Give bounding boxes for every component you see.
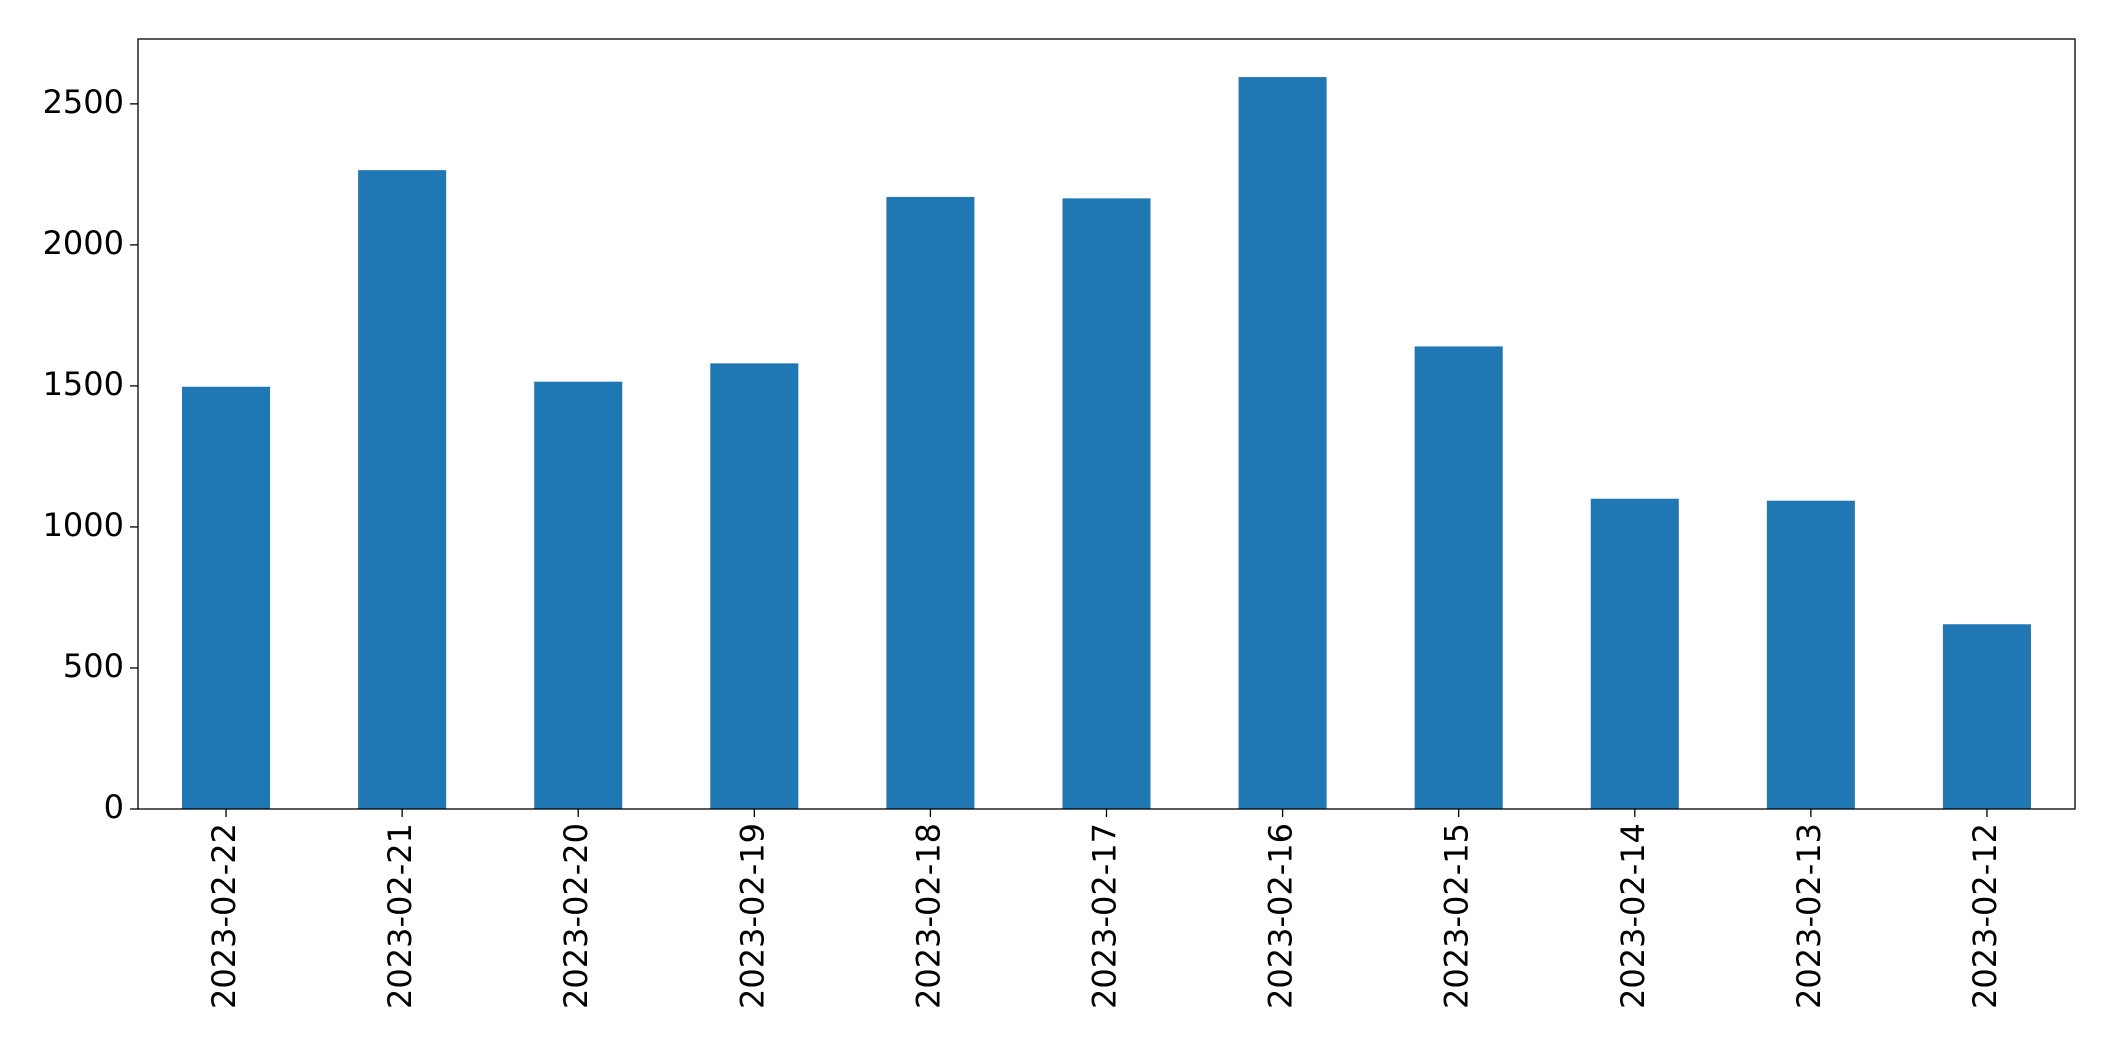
x-tick-label: 2023-02-21 [381, 823, 419, 1009]
bar [534, 381, 623, 809]
bar [1590, 498, 1679, 809]
x-tick-label: 2023-02-12 [1966, 823, 2004, 1009]
x-tick-label: 2023-02-20 [557, 823, 595, 1009]
bar [1414, 346, 1503, 809]
bar [358, 170, 447, 810]
bar [710, 363, 799, 809]
x-tick-label: 2023-02-16 [1262, 823, 1300, 1009]
y-tick-label: 1500 [43, 365, 124, 403]
bar [1766, 500, 1855, 809]
plot-frame [137, 38, 2076, 810]
bar [1062, 198, 1151, 809]
y-tick-label: 2000 [43, 224, 124, 262]
x-tick-label: 2023-02-18 [909, 823, 947, 1009]
x-tick-label: 2023-02-17 [1086, 823, 1124, 1009]
x-tick-label: 2023-02-14 [1614, 823, 1652, 1009]
y-tick-label: 0 [104, 788, 124, 826]
bar [1942, 624, 2031, 809]
x-tick-label: 2023-02-22 [205, 823, 243, 1009]
bar [1238, 77, 1327, 810]
x-tick-label: 2023-02-13 [1790, 823, 1828, 1009]
bar [182, 386, 271, 809]
bar [886, 196, 975, 809]
y-tick-label: 1000 [43, 506, 124, 544]
y-tick-label: 2500 [43, 83, 124, 121]
x-tick-label: 2023-02-19 [733, 823, 771, 1009]
x-tick-label: 2023-02-15 [1438, 823, 1476, 1009]
y-tick-label: 500 [63, 647, 124, 685]
